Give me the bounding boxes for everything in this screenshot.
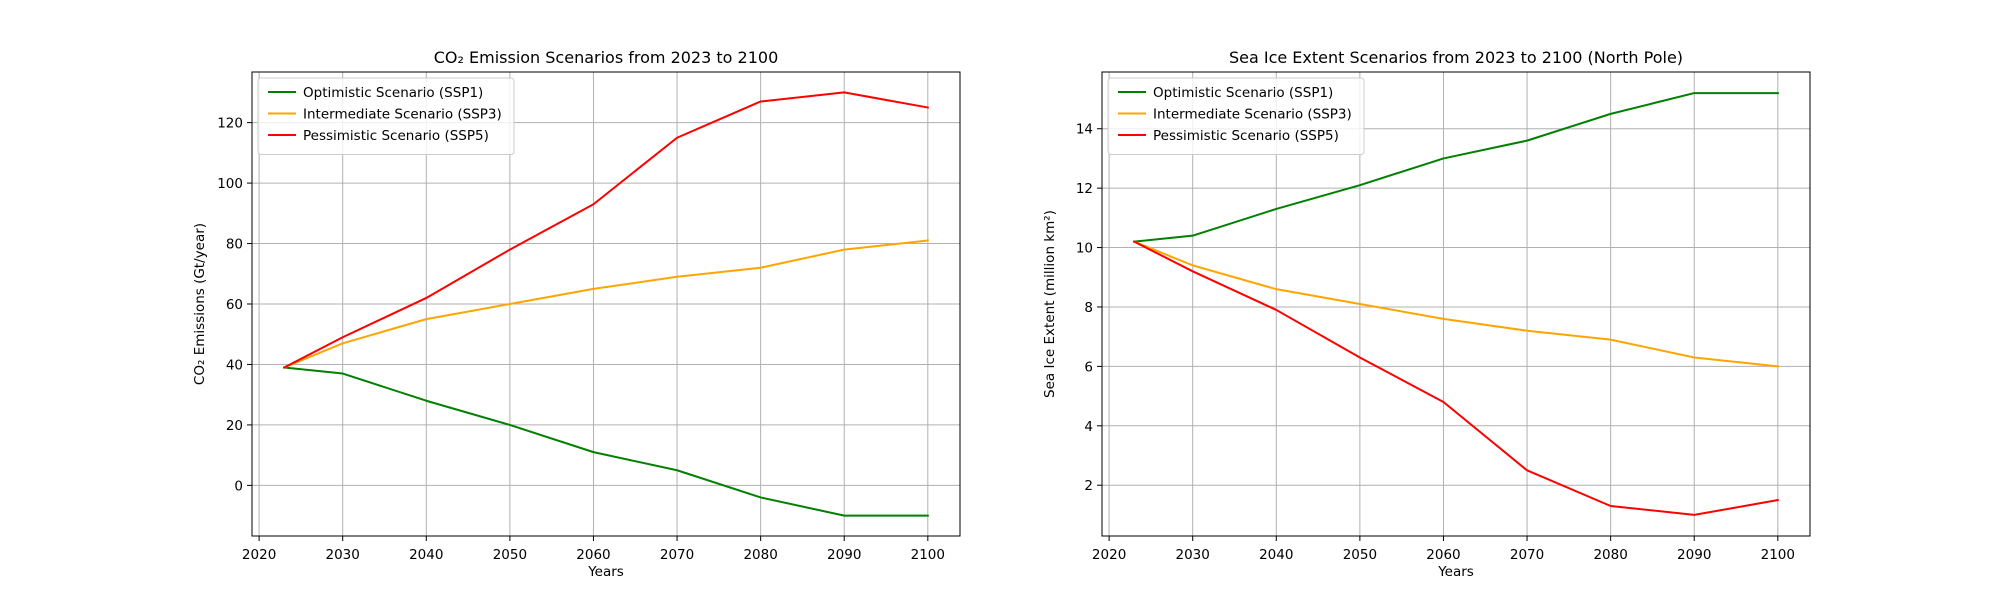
co2-x-tick-label: 2060 — [576, 547, 610, 563]
sea-ice-axes-frame — [1101, 71, 1811, 537]
co2-y-tick-label: 0 — [234, 478, 243, 494]
co2-legend: Optimistic Scenario (SSP1) Intermediate S… — [257, 77, 515, 155]
sea-ice-legend-box — [1107, 77, 1365, 155]
co2-y-tick-label: 100 — [217, 176, 243, 192]
sea-ice-legend-label-1: Optimistic Scenario (SSP1) — [1153, 85, 1333, 101]
sea-ice-y-tick-label: 12 — [1076, 181, 1093, 197]
sea-ice-y-tick-label: 4 — [1084, 419, 1093, 435]
co2-x-tick-label: 2100 — [911, 547, 945, 563]
co2-grid — [252, 72, 960, 536]
co2-y-tick-label: 40 — [226, 357, 243, 373]
sea-ice-y-tick-label: 6 — [1084, 359, 1093, 375]
sea-ice-x-tick-label: 2020 — [1092, 547, 1126, 563]
sea-ice-y-tick-label: 10 — [1076, 241, 1093, 257]
co2-series-group — [282, 91, 929, 517]
sea-ice-x-axis-label: Years — [1437, 564, 1474, 580]
sea-ice-x-tick-label: 2030 — [1176, 547, 1210, 563]
co2-legend-label-2: Intermediate Scenario (SSP3) — [303, 107, 502, 123]
sea-ice-y-tick-label: 8 — [1084, 300, 1093, 316]
co2-x-tick-label: 2090 — [827, 547, 861, 563]
co2-y-tick-label: 80 — [226, 237, 243, 253]
sea-ice-chart-panel: Sea Ice Extent Scenarios from 2023 to 21… — [1042, 48, 1811, 580]
sea-ice-x-tick-label: 2100 — [1761, 547, 1795, 563]
sea-ice-x-tick-label: 2050 — [1343, 547, 1377, 563]
co2-x-axis-label: Years — [587, 564, 624, 580]
sea-ice-x-tick-label: 2080 — [1593, 547, 1627, 563]
sea-ice-y-tick-label: 2 — [1084, 478, 1093, 494]
co2-legend-box — [257, 77, 515, 155]
co2-x-tick-label: 2030 — [326, 547, 360, 563]
sea-ice-series-line-1 — [1133, 92, 1779, 243]
sea-ice-legend: Optimistic Scenario (SSP1) Intermediate S… — [1107, 77, 1365, 155]
sea-ice-series-line-3 — [1132, 240, 1779, 516]
co2-x-tick-label: 2080 — [743, 547, 777, 563]
co2-y-tick-label: 60 — [226, 297, 243, 313]
sea-ice-chart-title: Sea Ice Extent Scenarios from 2023 to 21… — [1229, 48, 1683, 67]
co2-series-line-2 — [282, 239, 929, 369]
co2-series-line-3 — [282, 91, 929, 369]
co2-chart-title: CO₂ Emission Scenarios from 2023 to 2100 — [434, 48, 779, 67]
co2-y-axis-label: CO₂ Emissions (Gt/year) — [192, 223, 208, 385]
co2-legend-label-3: Pessimistic Scenario (SSP5) — [303, 128, 489, 144]
co2-y-tick-label: 20 — [226, 418, 243, 434]
co2-x-tick-label: 2020 — [242, 547, 276, 563]
co2-legend-label-1: Optimistic Scenario (SSP1) — [303, 85, 483, 101]
co2-y-tick-label: 120 — [217, 116, 243, 132]
sea-ice-y-axis-label: Sea Ice Extent (million km²) — [1042, 210, 1058, 398]
sea-ice-x-tick-label: 2040 — [1259, 547, 1293, 563]
sea-ice-ticks: 2020 2030 2040 2050 2060 2070 2080 2090 2100 2 4 6 8… — [1076, 122, 1795, 563]
co2-ticks: 2020 2030 2040 2050 2060 2070 2080 2090 21000204… — [217, 116, 945, 563]
sea-ice-y-tick-label: 14 — [1076, 122, 1093, 138]
co2-chart-panel: CO₂ Emission Scenarios from 2023 to 2100… — [192, 48, 961, 580]
co2-series-line-1 — [283, 366, 929, 517]
sea-ice-x-tick-label: 2070 — [1510, 547, 1544, 563]
co2-x-tick-label: 2070 — [660, 547, 694, 563]
co2-x-tick-label: 2040 — [409, 547, 443, 563]
sea-ice-series-line-2 — [1132, 240, 1779, 368]
sea-ice-x-tick-label: 2060 — [1426, 547, 1460, 563]
sea-ice-x-tick-label: 2090 — [1677, 547, 1711, 563]
sea-ice-legend-label-3: Pessimistic Scenario (SSP5) — [1153, 128, 1339, 144]
sea-ice-legend-label-2: Intermediate Scenario (SSP3) — [1153, 107, 1352, 123]
sea-ice-series-group — [1132, 92, 1779, 516]
co2-x-tick-label: 2050 — [493, 547, 527, 563]
